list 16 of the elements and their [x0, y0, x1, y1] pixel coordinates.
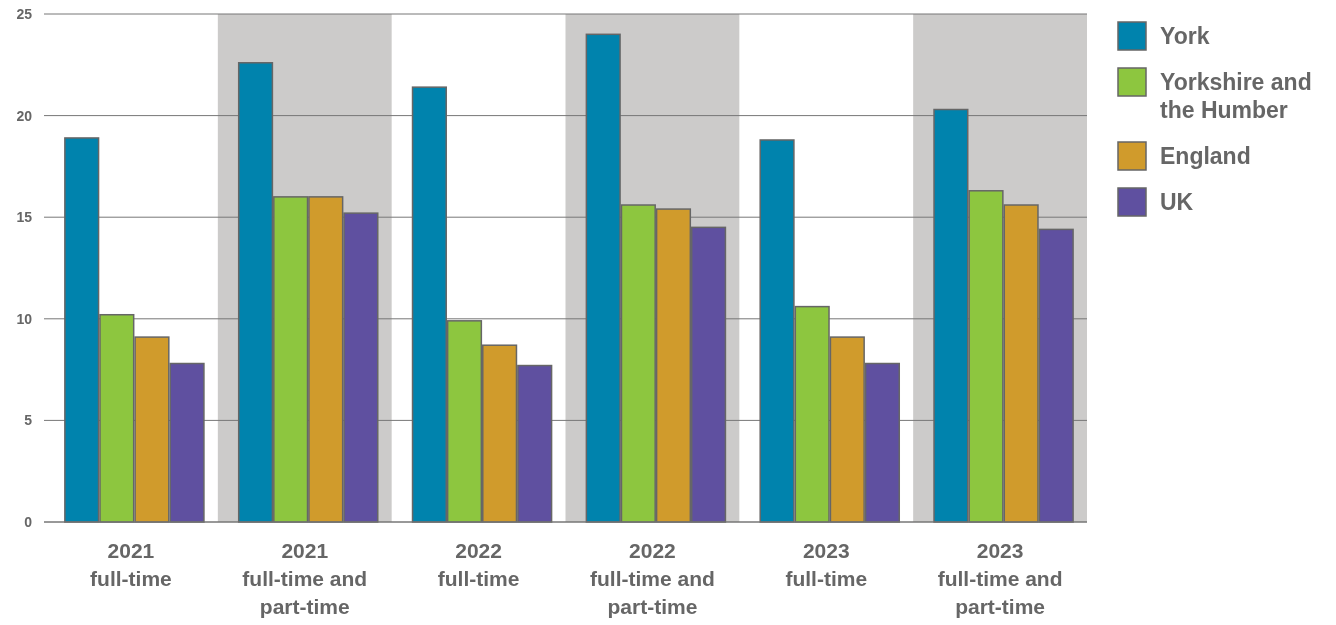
y-tick-label: 20 — [16, 107, 33, 124]
x-tick-label: 2023 full-time and part-time — [937, 539, 1063, 618]
y-tick-label: 10 — [16, 310, 33, 327]
legend-label: Yorkshire and the Humber — [1160, 69, 1312, 123]
legend-label: York — [1160, 23, 1210, 49]
legend-label: UK — [1160, 189, 1194, 215]
y-tick-label: 25 — [16, 5, 33, 22]
y-tick-label: 15 — [16, 209, 33, 226]
x-tick-label: 2023 full-time — [785, 539, 868, 590]
y-tick-label: 0 — [24, 513, 33, 530]
x-tick-label: 2022 full-time and part-time — [589, 539, 715, 618]
x-tick-label: 2021 full-time and part-time — [242, 539, 368, 618]
x-tick-label: 2022 full-time — [437, 539, 520, 590]
x-tick-label: 2021 full-time — [90, 539, 172, 590]
y-tick-label: 5 — [24, 412, 33, 429]
legend-label: England — [1160, 143, 1251, 169]
